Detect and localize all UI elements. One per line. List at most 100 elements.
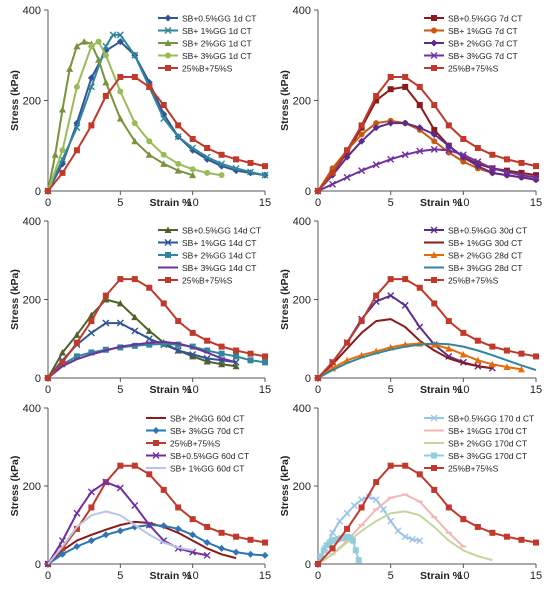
data-point xyxy=(218,544,226,552)
series-line xyxy=(317,148,537,192)
data-point xyxy=(329,169,336,176)
legend-label: SB+0.5%GG 60d CT xyxy=(170,451,249,461)
data-point xyxy=(116,527,124,535)
data-point xyxy=(431,138,438,145)
data-point xyxy=(315,188,321,194)
legend-swatch-marker xyxy=(430,251,438,258)
data-point xyxy=(402,462,409,469)
data-point xyxy=(203,358,211,365)
x-axis-label: Strain % xyxy=(149,197,192,209)
series-5 xyxy=(315,276,539,381)
series-line xyxy=(317,122,537,192)
data-point xyxy=(402,276,409,283)
data-point xyxy=(518,169,525,176)
series-line xyxy=(47,340,237,379)
data-point xyxy=(59,147,66,154)
data-point xyxy=(131,73,138,80)
data-point xyxy=(87,329,95,337)
data-point xyxy=(416,147,424,155)
data-point xyxy=(189,329,196,336)
y-tick-label: 200 xyxy=(293,295,311,307)
y-tick-label: 200 xyxy=(23,96,41,108)
data-point xyxy=(45,375,51,381)
data-point xyxy=(416,537,424,545)
data-point xyxy=(73,331,81,338)
data-point xyxy=(373,97,380,104)
x-tick-label: 15 xyxy=(530,570,542,582)
data-point xyxy=(350,502,358,509)
chart-panel-1: 0 200 400 0 5 10 15 Stress (kPa) Strain % SB+0.5%… xyxy=(9,5,271,209)
data-point xyxy=(116,484,124,492)
data-point xyxy=(344,339,351,346)
data-point xyxy=(160,160,168,167)
legend-label: 25%B+75%S xyxy=(448,64,499,74)
x-axis-label: Strain % xyxy=(149,384,192,396)
legend-swatch-marker xyxy=(153,440,159,446)
data-point xyxy=(102,319,110,327)
series-line xyxy=(317,278,537,379)
data-point xyxy=(402,73,409,80)
x-tick-label: 0 xyxy=(315,197,321,209)
data-point xyxy=(474,145,481,152)
x-tick-label: 15 xyxy=(530,384,542,396)
data-point xyxy=(102,478,110,486)
data-point xyxy=(204,145,211,152)
data-point xyxy=(431,102,438,109)
data-point xyxy=(262,539,268,546)
y-tick-label: 400 xyxy=(293,216,311,228)
data-point xyxy=(117,73,124,80)
x-axis-label: Strain % xyxy=(420,384,463,396)
y-tick-label: 0 xyxy=(305,186,311,198)
series-1 xyxy=(44,296,240,381)
data-point xyxy=(262,359,268,366)
data-point xyxy=(503,533,510,540)
legend-swatch-marker xyxy=(165,65,171,71)
legend-swatch-marker xyxy=(152,452,160,459)
data-point xyxy=(387,155,395,163)
x-tick-label: 10 xyxy=(187,570,199,582)
series-2 xyxy=(315,493,467,565)
x-tick-label: 10 xyxy=(457,384,469,396)
data-point xyxy=(116,38,124,46)
data-point xyxy=(73,542,81,550)
data-point xyxy=(232,164,240,172)
legend-label: SB+ 2%GG 14d CT xyxy=(182,251,256,261)
y-axis-label: Stress (kPa) xyxy=(279,269,291,330)
data-point xyxy=(73,339,80,346)
data-point xyxy=(358,167,366,175)
series-3 xyxy=(44,38,197,194)
data-point xyxy=(315,375,321,381)
data-point xyxy=(131,276,138,283)
legend-label: SB+ 2%GG 28d CT xyxy=(448,251,522,261)
data-point xyxy=(145,521,153,529)
legend-swatch-marker xyxy=(165,277,171,283)
data-point xyxy=(59,169,66,176)
data-point xyxy=(203,539,211,547)
data-point xyxy=(474,356,482,364)
data-point xyxy=(401,533,409,541)
data-point xyxy=(145,327,153,334)
legend-label: SB+ 2%GG 60d CT xyxy=(170,414,244,424)
legend-label: 25%B+75%S xyxy=(182,64,233,74)
data-point xyxy=(189,166,196,173)
legend-label: 25%B+75%S xyxy=(448,464,499,474)
y-axis-label: Stress (kPa) xyxy=(279,456,291,517)
data-point xyxy=(517,365,525,373)
series-5 xyxy=(315,73,539,194)
series-5 xyxy=(45,276,268,381)
y-tick-label: 0 xyxy=(35,186,41,198)
data-point xyxy=(232,362,240,370)
data-point xyxy=(247,350,254,357)
data-point xyxy=(102,531,110,539)
y-tick-label: 0 xyxy=(305,559,311,571)
y-tick-label: 200 xyxy=(293,481,311,493)
x-tick-label: 0 xyxy=(45,197,51,209)
data-point xyxy=(73,147,80,154)
x-tick-label: 5 xyxy=(388,197,394,209)
data-point xyxy=(344,525,351,532)
x-tick-label: 10 xyxy=(457,197,469,209)
data-point xyxy=(59,359,66,366)
data-point xyxy=(145,335,153,343)
data-point xyxy=(218,151,225,158)
